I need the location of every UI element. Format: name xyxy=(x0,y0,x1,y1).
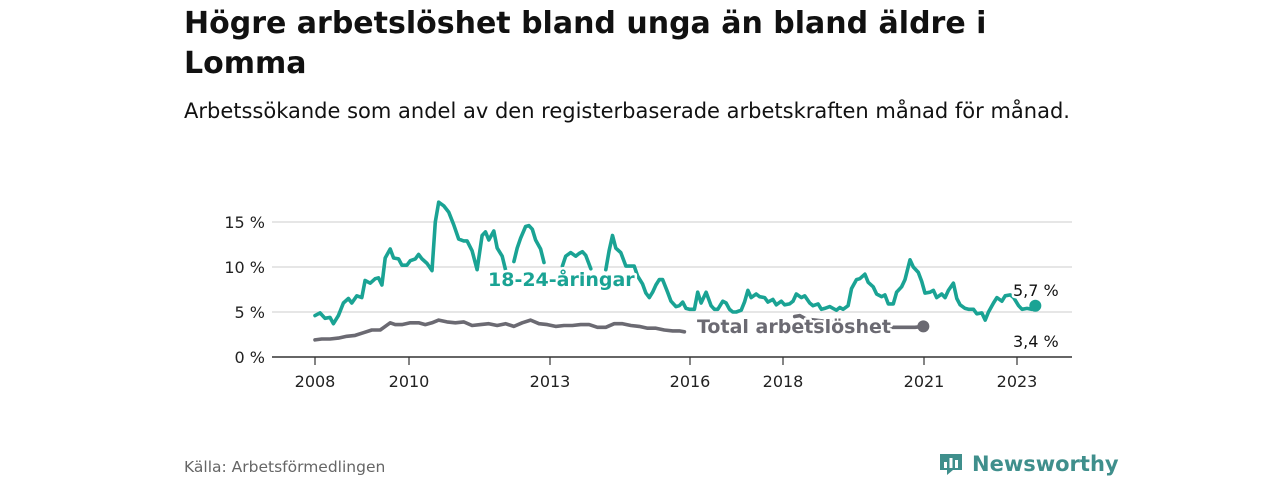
youth-end-value: 5,7 %5,7 % xyxy=(1011,279,1062,303)
brand-logo[interactable]: Newsworthy xyxy=(938,450,1119,478)
svg-text:5,7 %: 5,7 % xyxy=(1013,281,1059,300)
svg-text:5,7 %: 5,7 % xyxy=(1013,281,1059,300)
total-series-line xyxy=(313,318,687,342)
x-tick-label: 2018 xyxy=(763,372,804,391)
chart-title: Högre arbetslöshet bland unga än bland ä… xyxy=(184,6,987,81)
source-note: Källa: Arbetsförmedlingen xyxy=(184,458,386,476)
x-tick-label: 2016 xyxy=(670,372,711,391)
y-axis-ticks: 0 % 5 % 10 % 15 % xyxy=(224,213,265,367)
y-tick-label: 0 % xyxy=(235,348,265,367)
line-chart: 0 %5 %10 %15 % 2008 2010 2013 2016 2018 2021 2… xyxy=(224,200,1072,391)
youth-end-marker xyxy=(1029,299,1042,312)
total-end-value: 3,4 %3,4 % xyxy=(1011,330,1062,354)
newsworthy-logo-icon xyxy=(940,454,962,475)
total-end-marker xyxy=(917,320,930,333)
x-tick-label: 2023 xyxy=(997,372,1038,391)
svg-text:18-24-åringar: 18-24-åringar xyxy=(488,267,635,291)
svg-text:3,4 %: 3,4 % xyxy=(1013,332,1059,351)
svg-text:Total arbetslöshet: Total arbetslöshet xyxy=(697,316,891,338)
y-tick-label: 10 % xyxy=(224,258,265,277)
y-tick-label: 15 % xyxy=(224,213,265,232)
youth-series-line xyxy=(604,233,1038,322)
total-series-line xyxy=(792,313,926,330)
y-tick-label: 5 % xyxy=(235,303,265,322)
x-tick-label: 2021 xyxy=(904,372,945,391)
youth-series-line xyxy=(560,249,593,271)
x-axis-ticks: 2008 2010 2013 2016 2018 2021 2023 xyxy=(295,357,1038,391)
svg-text:Total arbetslöshet: Total arbetslöshet xyxy=(697,316,891,338)
svg-text:18-24-åringar: 18-24-åringar xyxy=(488,267,635,291)
brand-name: Newsworthy xyxy=(972,452,1119,476)
youth-series-line xyxy=(512,223,546,265)
chart-subtitle: Arbetssökande som andel av den registerb… xyxy=(184,99,1070,123)
svg-text:3,4 %: 3,4 % xyxy=(1013,332,1059,351)
x-tick-label: 2013 xyxy=(530,372,571,391)
x-tick-label: 2010 xyxy=(389,372,430,391)
grid-lines xyxy=(272,221,1072,358)
x-tick-label: 2008 xyxy=(295,372,336,391)
youth-series-line xyxy=(313,200,508,326)
series-lines xyxy=(313,200,1042,342)
